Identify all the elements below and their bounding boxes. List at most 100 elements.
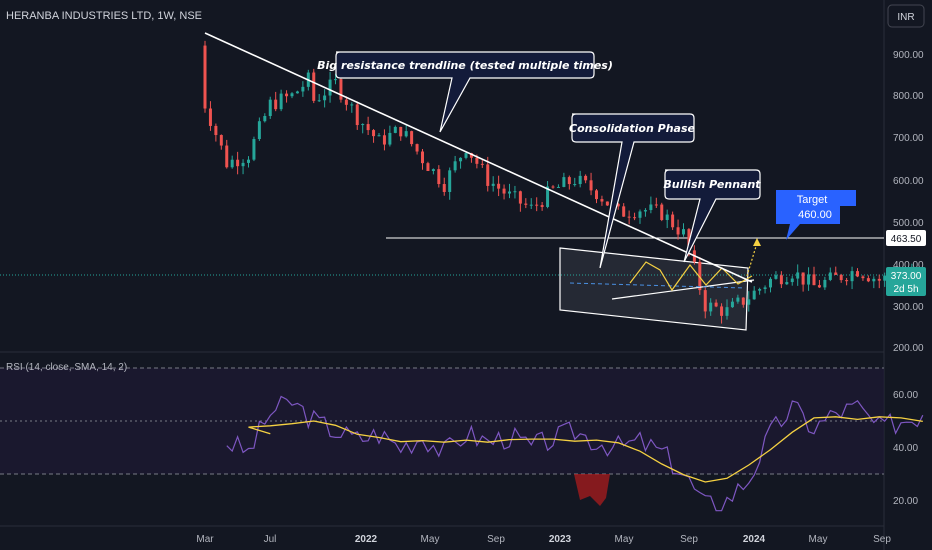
candle-body <box>518 191 522 204</box>
time-tick: May <box>615 534 634 545</box>
rsi-line <box>226 395 924 512</box>
candle-body <box>877 278 881 281</box>
candle-body <box>236 159 240 167</box>
candle-body <box>779 275 783 285</box>
candle-body <box>312 74 316 101</box>
candle-body <box>524 203 528 205</box>
candle-body <box>497 183 501 189</box>
time-tick: Mar <box>196 534 214 545</box>
candle-body <box>350 104 354 106</box>
candle-body <box>382 135 386 145</box>
candle-body <box>817 285 821 288</box>
candle-body <box>431 169 435 172</box>
candle-body <box>513 191 517 193</box>
candle-body <box>605 201 609 206</box>
candle-body <box>720 306 724 316</box>
candle-body <box>823 279 827 288</box>
candle-body <box>801 272 805 285</box>
candle-body <box>393 126 397 133</box>
candle-body <box>551 186 555 188</box>
rsi-sma-line <box>248 416 923 483</box>
candle-body <box>464 153 468 158</box>
candle-body <box>535 204 539 206</box>
candle-body <box>290 93 294 97</box>
target-projection-arrow <box>746 238 761 277</box>
candle-body <box>850 271 854 282</box>
pennant-callout: Bullish Pennant <box>663 169 761 263</box>
target-title: Target <box>797 194 828 206</box>
candle-body <box>883 275 887 281</box>
candle-body <box>627 216 631 218</box>
candle-body <box>665 214 669 220</box>
pennant-callout-text: Bullish Pennant <box>663 178 761 191</box>
time-axis[interactable]: Mar Jul 2022 May Sep 2023 May Sep 2024 May Sep <box>196 534 891 545</box>
candle-body <box>410 131 414 145</box>
candle-body <box>247 159 250 163</box>
candle-body <box>372 130 376 137</box>
candle-body <box>339 79 343 100</box>
candle-body <box>839 274 843 281</box>
candle-body <box>769 278 772 288</box>
candle-body <box>584 175 588 181</box>
candle-body <box>486 164 490 186</box>
candle-body <box>676 227 680 235</box>
candle-body <box>573 184 577 186</box>
candle-body <box>263 115 267 122</box>
candle-body <box>274 99 278 110</box>
currency-button[interactable]: INR <box>887 4 925 28</box>
price-axis[interactable]: 900.00 800.00 700.00 600.00 500.00 400.0… <box>893 50 924 354</box>
candle-body <box>725 307 729 316</box>
time-tick: May <box>809 534 828 545</box>
candle-body <box>660 204 664 220</box>
candle-body <box>203 45 207 109</box>
target-value: 460.00 <box>798 209 832 221</box>
candle-body <box>730 301 734 308</box>
currency-label: INR <box>897 12 914 23</box>
rsi-tick: 40.00 <box>893 443 918 454</box>
candle-body <box>540 205 544 207</box>
time-tick: 2022 <box>355 534 378 545</box>
consolidation-callout: Consolidation Phase <box>569 113 696 269</box>
price-tick: 800.00 <box>893 91 924 102</box>
countdown-text: 2d 5h <box>893 284 918 295</box>
candle-body <box>279 93 283 110</box>
candle-body <box>556 186 560 188</box>
candle-body <box>399 126 403 137</box>
symbol-header: HERANBA INDUSTRIES LTD, 1W, NSE <box>6 10 202 22</box>
candle-body <box>355 104 359 126</box>
candle-body <box>774 275 778 279</box>
candle-body <box>388 132 392 145</box>
price-tick: 500.00 <box>893 218 924 229</box>
candle-body <box>268 99 272 116</box>
candle-body <box>828 272 832 280</box>
time-tick: May <box>421 534 440 545</box>
candle-body <box>741 297 745 305</box>
candle-body <box>758 289 762 291</box>
candle-body <box>208 108 212 126</box>
candle-body <box>595 190 598 200</box>
candle-body <box>257 121 261 140</box>
candle-body <box>529 204 533 206</box>
candle-body <box>301 86 305 92</box>
candle-body <box>241 162 245 167</box>
candle-body <box>671 214 675 228</box>
candle-body <box>546 186 550 207</box>
candle-body <box>687 229 691 251</box>
candle-body <box>230 159 234 168</box>
candle-body <box>219 135 223 146</box>
candle-body <box>225 145 229 168</box>
candle-body <box>480 163 484 165</box>
candle-body <box>459 157 463 162</box>
last-price-text: 373.00 <box>891 271 922 282</box>
candle-body <box>317 100 321 102</box>
candle-body <box>328 79 332 96</box>
candle-body <box>872 278 876 282</box>
rsi-tick: 60.00 <box>893 390 918 401</box>
candle-body <box>845 280 849 282</box>
candle-body <box>752 290 756 300</box>
candle-body <box>377 135 381 137</box>
rsi-axis[interactable]: 60.00 40.00 20.00 <box>893 390 918 507</box>
candle-body <box>736 297 740 302</box>
candle-body <box>600 199 604 202</box>
